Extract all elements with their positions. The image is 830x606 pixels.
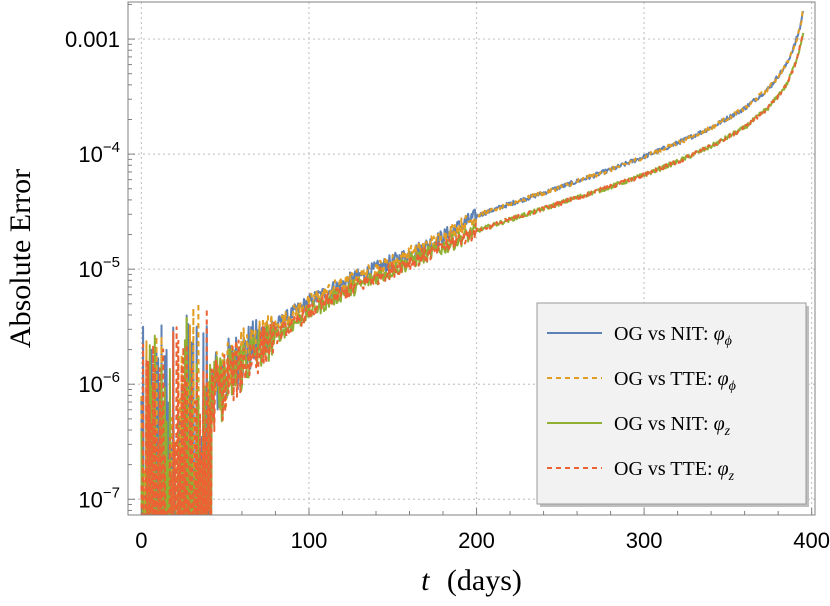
legend-entry: OG vs TTE: φϕ: [614, 368, 736, 394]
legend-entry: OG vs NIT: φz: [614, 413, 731, 439]
legend: OG vs NIT: φϕ OG vs TTE: φϕ OG vs NIT: φz O…: [536, 302, 809, 507]
y-tick-label: 10−4: [78, 139, 120, 167]
y-axis-label: Absolute Error: [4, 169, 37, 348]
y-tick-label: 0.001: [65, 27, 120, 52]
legend-entry: OG vs TTE: φz: [614, 458, 735, 484]
y-tick-label: 10−5: [78, 254, 120, 282]
x-tick-label: 300: [626, 528, 663, 553]
legend-entry: OG vs NIT: φϕ: [614, 323, 732, 349]
x-axis-label: t (days): [421, 564, 522, 597]
x-tick-label: 100: [291, 528, 328, 553]
legend-box: [536, 302, 807, 505]
series-line: [140, 7, 805, 515]
y-tick-label: 10−7: [78, 484, 120, 512]
y-tick-label: 10−6: [78, 369, 120, 397]
x-axis-unit: (days): [447, 564, 522, 597]
grid: [128, 2, 815, 515]
x-tick-label: 400: [793, 528, 830, 553]
x-tick-label: 200: [458, 528, 495, 553]
series-line: [140, 32, 804, 515]
ticks: 0 100 200 300 400 10−7 10−6 10−5 10−4 0.001: [65, 3, 830, 553]
x-tick-label: 0: [135, 528, 147, 553]
x-axis-variable: t: [421, 564, 430, 597]
series-layer: [140, 7, 805, 515]
plot-frame: [127, 1, 816, 516]
